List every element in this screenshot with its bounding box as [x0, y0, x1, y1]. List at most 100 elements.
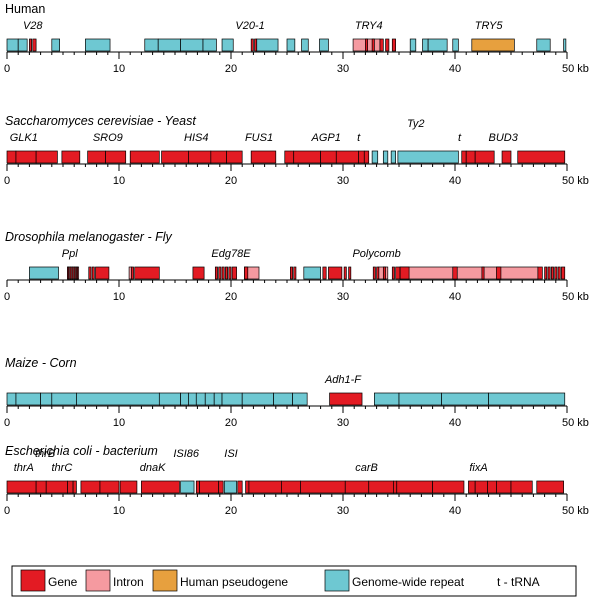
repeat-block	[397, 150, 459, 164]
repeat-block	[292, 392, 308, 406]
feature-track	[6, 392, 566, 406]
gene-label-isi86: ISI86	[173, 448, 200, 460]
repeat-block	[180, 392, 189, 406]
feature-track	[6, 480, 564, 494]
repeat-block	[15, 392, 41, 406]
genome-title: Human	[5, 2, 45, 16]
feature-track	[6, 150, 566, 164]
gene-label-his4: HIS4	[184, 132, 208, 144]
gene-label-isi: ISI	[224, 448, 237, 460]
tick-label: 0	[4, 63, 10, 75]
gene-block	[218, 266, 222, 280]
repeat-block	[452, 38, 459, 52]
gene-block	[554, 266, 558, 280]
gene-block	[468, 480, 476, 494]
gene-block	[328, 266, 343, 280]
gene-block	[293, 150, 321, 164]
tick-label: 10	[113, 505, 125, 517]
gene-block	[481, 266, 485, 280]
gene-block	[544, 266, 548, 280]
tick-label: 30	[337, 291, 349, 303]
tick-label: 0	[4, 417, 10, 429]
gene-label-try4: TRY4	[355, 20, 383, 32]
gene-block	[391, 38, 396, 52]
gene-label-v28: V28	[23, 20, 43, 32]
gene-block	[335, 150, 360, 164]
repeat-block	[6, 392, 17, 406]
gene-block	[244, 266, 249, 280]
repeat-block	[390, 150, 396, 164]
repeat-block	[157, 38, 181, 52]
gene-label-carb: carB	[355, 462, 378, 474]
gene-block	[210, 150, 227, 164]
gene-block	[465, 150, 476, 164]
repeat-block	[409, 38, 417, 52]
tick-label: 20	[225, 175, 237, 187]
gene-block	[69, 266, 72, 280]
gene-block	[391, 266, 395, 280]
tick-label: 40	[449, 63, 461, 75]
repeat-block	[223, 480, 237, 494]
repeat-block	[303, 266, 321, 280]
legend-label: Intron	[113, 575, 144, 589]
genome-title: Maize - Corn	[5, 356, 77, 370]
gene-label-sro9: SRO9	[93, 132, 123, 144]
gene-block	[322, 266, 327, 280]
genome-panel-escherichia-coli: Escherichia coli - bacterium 0 10 20 30 40 50 …	[4, 444, 589, 517]
gene-block	[99, 480, 120, 494]
repeat-block	[17, 38, 28, 52]
gene-label-fixa: fixA	[469, 462, 487, 474]
genome-panel-human: Human 0 10 20 30 40 50 kb V28 V20-1 TRY4 TRY5	[4, 2, 589, 75]
legend-item-human-pseudogene: Human pseudogene	[152, 569, 288, 592]
gene-label-polycomb: Polycomb	[352, 248, 400, 260]
tick-label: 10	[113, 63, 125, 75]
tick-label: 20	[225, 505, 237, 517]
repeat-block	[256, 38, 279, 52]
gene-block	[385, 38, 390, 52]
gene-block	[547, 266, 551, 280]
tick-label: 40	[449, 175, 461, 187]
genome-title: Saccharomyces cerevisiae - Yeast	[5, 114, 196, 128]
gene-block	[379, 38, 384, 52]
gene-block	[474, 150, 495, 164]
gene-block	[218, 480, 224, 494]
gene-block	[293, 266, 297, 280]
gene-block	[452, 266, 458, 280]
gene-label-thrb: thrB	[35, 448, 55, 460]
tick-label: 50 kb	[562, 291, 589, 303]
gene-label-thrc: thrC	[51, 462, 72, 474]
repeat-block	[204, 392, 215, 406]
legend-label: t - tRNA	[497, 575, 540, 589]
gene-label-glk1: GLK1	[10, 132, 38, 144]
tick-label: 40	[449, 417, 461, 429]
gene-block	[496, 480, 512, 494]
repeat-block	[195, 392, 206, 406]
repeat-block	[6, 38, 19, 52]
gene-block	[80, 480, 101, 494]
gene-block	[510, 480, 533, 494]
repeat-block	[85, 38, 111, 52]
repeat-block	[40, 392, 53, 406]
genome-panel-saccharomyces-cerevisiae: Saccharomyces cerevisiae - Yeast 0 10 20 30 4…	[4, 114, 589, 187]
gene-block	[67, 480, 74, 494]
gene-block	[87, 150, 106, 164]
gene-label-try5: TRY5	[475, 20, 504, 32]
gene-block	[45, 480, 68, 494]
gene-block	[105, 150, 127, 164]
gene-block	[557, 266, 561, 280]
tick-label: 20	[225, 417, 237, 429]
gene-block	[73, 266, 76, 280]
gene-block	[91, 266, 95, 280]
legend: Gene Intron Human pseudogene Genome-wide re…	[11, 565, 577, 597]
repeat-block	[241, 392, 274, 406]
gene-block	[245, 480, 250, 494]
repeat-block	[374, 392, 400, 406]
repeat-block	[76, 392, 160, 406]
gene-block	[72, 480, 77, 494]
repeat-block	[371, 150, 379, 164]
tick-label: 40	[449, 505, 461, 517]
gene-block	[487, 480, 497, 494]
gene-block	[284, 150, 295, 164]
gene-label-v20-1: V20-1	[235, 20, 264, 32]
